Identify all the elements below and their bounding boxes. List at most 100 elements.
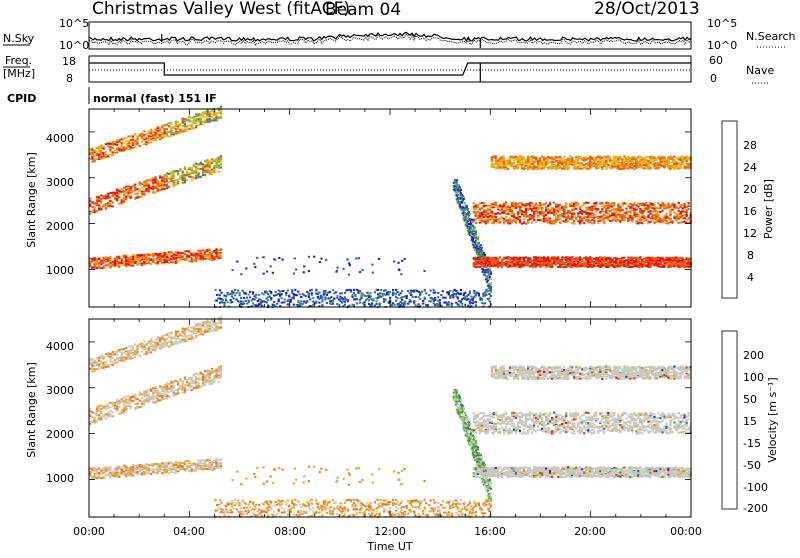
power-pixel — [479, 262, 481, 264]
power-pixel — [587, 168, 589, 170]
power-pixel — [308, 256, 310, 258]
power-pixel — [527, 264, 529, 266]
power-pixel — [489, 269, 491, 271]
power-pixel — [155, 129, 157, 131]
power-pixel — [182, 182, 184, 184]
power-pixel — [473, 290, 475, 292]
power-pixel — [223, 303, 225, 305]
power-pixel — [209, 115, 211, 117]
power-pixel — [398, 262, 400, 264]
power-pixel — [629, 258, 631, 260]
power-pixel — [599, 163, 601, 165]
power-pixel — [98, 258, 100, 260]
power-pixel — [627, 165, 629, 167]
power-pixel — [248, 300, 250, 302]
power-pixel — [627, 257, 629, 259]
power-pixel — [255, 297, 257, 299]
power-pixel — [344, 304, 346, 306]
power-pixel — [493, 217, 495, 219]
power-pixel — [571, 209, 573, 211]
power-pixel — [319, 261, 321, 263]
power-pixel — [116, 260, 118, 262]
power-pixel — [360, 296, 362, 298]
power-pixel — [483, 216, 485, 218]
power-pixel — [601, 168, 603, 170]
power-pixel — [91, 154, 93, 156]
power-pixel — [139, 190, 141, 192]
power-pixel — [211, 169, 213, 171]
power-pixel — [479, 208, 481, 210]
power-pixel — [613, 209, 615, 211]
noise-panel: N.Sky 10^5 10^0 10^5 10^0 N.Search — [3, 17, 796, 52]
power-pixel — [136, 141, 138, 143]
power-pixel — [173, 257, 175, 259]
power-pixel — [493, 213, 495, 215]
power-pixel — [490, 273, 492, 275]
power-pixel — [567, 260, 569, 262]
power-pixel — [130, 146, 132, 148]
power-pixel — [621, 168, 623, 170]
power-pixel — [527, 160, 529, 162]
power-pixel — [615, 163, 617, 165]
power-pixel — [296, 294, 298, 296]
power-pixel — [559, 159, 561, 161]
power-pixel — [127, 188, 129, 190]
power-pixel — [541, 259, 543, 261]
power-pixel — [344, 301, 346, 303]
power-pixel — [543, 218, 545, 220]
power-pixel — [143, 134, 145, 136]
power-pixel — [132, 143, 134, 145]
power-pixel — [521, 264, 523, 266]
power-pixel — [103, 148, 105, 150]
power-pixel — [130, 139, 132, 141]
power-pixel — [513, 159, 515, 161]
power-pixel — [456, 187, 458, 189]
power-pixel — [533, 263, 535, 265]
power-pixel — [204, 174, 206, 176]
power-pixel — [603, 211, 605, 213]
power-pixel — [613, 257, 615, 259]
power-pixel — [553, 208, 555, 210]
power-pixel — [100, 267, 102, 269]
power-pixel — [355, 258, 357, 260]
power-pixel — [470, 233, 472, 235]
power-pixel — [463, 294, 465, 296]
power-pixel — [587, 221, 589, 223]
power-pixel — [499, 262, 501, 264]
power-pixel — [218, 249, 220, 251]
power-pixel — [547, 161, 549, 163]
power-pixel — [141, 254, 143, 256]
power-pixel — [193, 163, 195, 165]
power-pixel — [607, 219, 609, 221]
power-pixel — [132, 139, 134, 141]
power-pixel — [197, 173, 199, 175]
power-pixel — [501, 207, 503, 209]
power-pixel — [547, 220, 549, 222]
power-pixel — [509, 265, 511, 267]
power-pixel — [139, 135, 141, 137]
power-pixel — [527, 219, 529, 221]
power-pixel — [191, 117, 193, 119]
power-pixel — [545, 214, 547, 216]
power-pixel — [337, 267, 339, 269]
power-pixel — [188, 252, 190, 254]
power-pixel — [497, 207, 499, 209]
power-pixel — [121, 188, 123, 190]
power-pixel — [495, 155, 497, 157]
power-pixel — [579, 216, 581, 218]
power-pixel — [509, 162, 511, 164]
power-pixel — [567, 214, 569, 216]
power-pixel — [220, 255, 222, 257]
power-pixel — [527, 157, 529, 159]
power-pixel — [613, 203, 615, 205]
power-pixel — [200, 123, 202, 125]
power-pixel — [503, 259, 505, 261]
power-pixel — [215, 117, 217, 119]
power-pixel — [519, 164, 521, 166]
power-pixel — [615, 260, 617, 262]
power-pixel — [507, 206, 509, 208]
power-pixel — [233, 297, 235, 299]
power-pixel — [525, 167, 527, 169]
power-pixel — [501, 217, 503, 219]
power-pixel — [474, 249, 476, 251]
